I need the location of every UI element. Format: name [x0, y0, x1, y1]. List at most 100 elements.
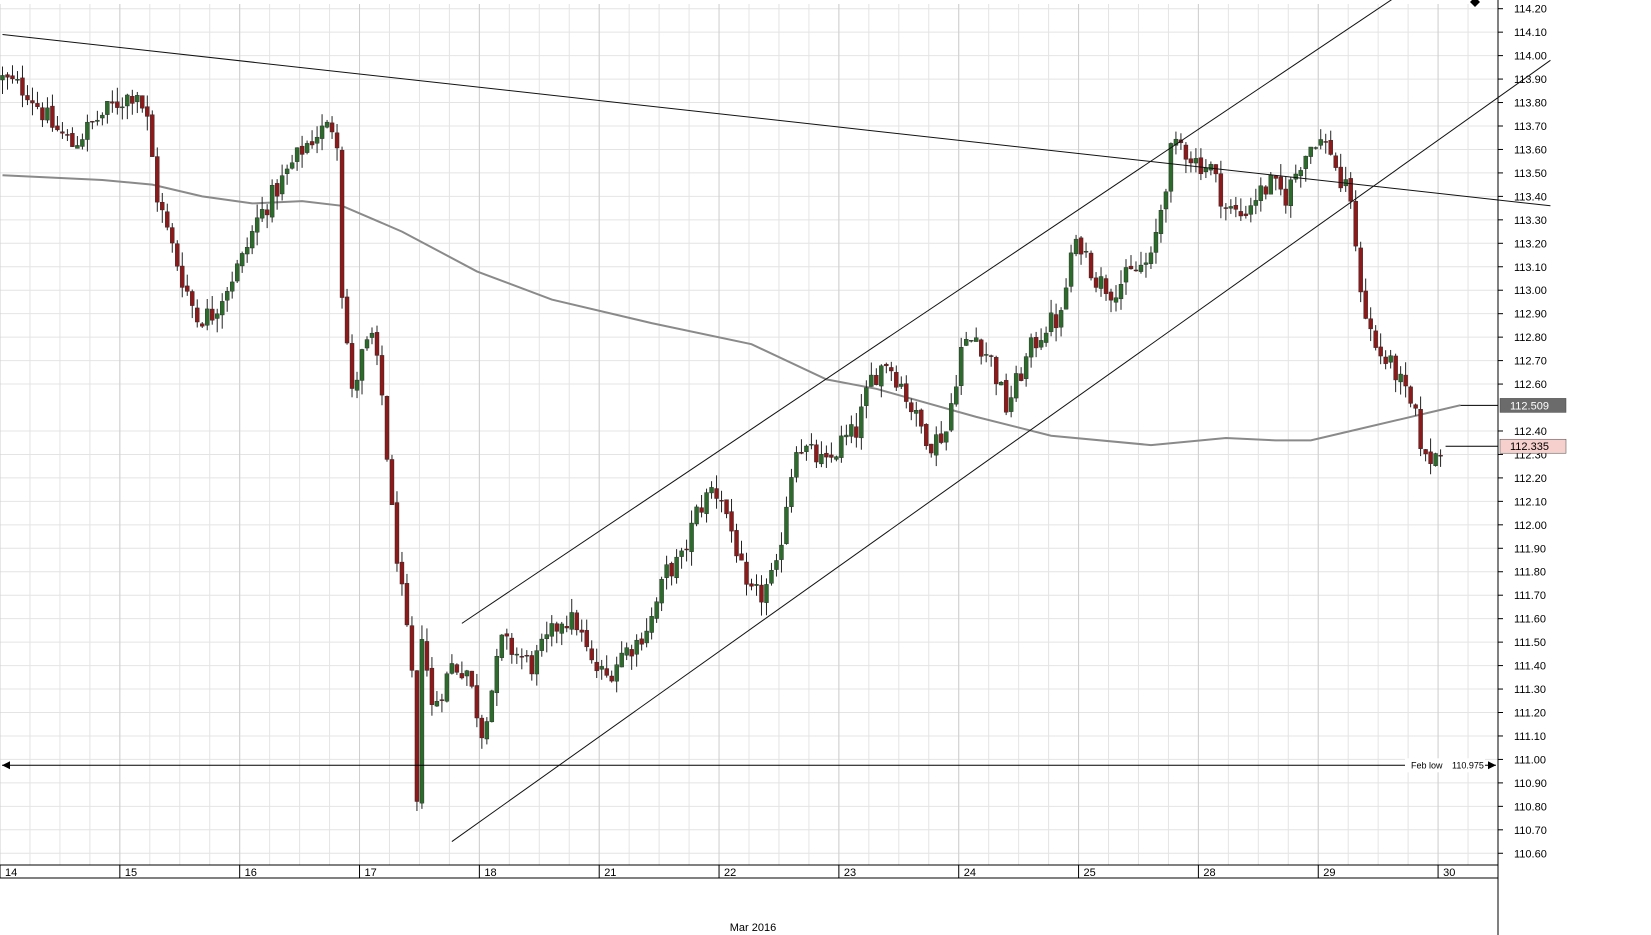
candle-bull	[569, 612, 574, 630]
candle-bull	[983, 354, 989, 356]
candle-bear	[929, 443, 934, 454]
candle-bear	[1263, 186, 1269, 195]
candle-bear	[904, 383, 909, 402]
candle-bear	[744, 561, 749, 585]
candle-bull	[844, 434, 849, 438]
candle-bear	[884, 363, 889, 367]
candle-bull	[794, 452, 799, 478]
candle-bear	[714, 488, 719, 499]
candle-bull	[1163, 191, 1169, 210]
candle-bull	[559, 623, 564, 634]
candle-bear	[389, 459, 395, 506]
candle-bear	[384, 396, 390, 460]
candle-bear	[1333, 155, 1338, 168]
candle-bear	[894, 372, 899, 388]
candle-bull	[789, 477, 794, 507]
y-tick-label: 112.10	[1514, 496, 1547, 508]
nav-diamond-icon	[1470, 0, 1480, 7]
candle-bull	[859, 406, 864, 439]
candle-bear	[409, 625, 415, 671]
y-tick-label: 111.80	[1514, 567, 1546, 579]
candle-bull	[624, 647, 629, 656]
candle-bull	[694, 506, 699, 525]
candle-bull	[1123, 267, 1129, 283]
candle-bear	[639, 638, 644, 645]
candle-bull	[1193, 158, 1199, 164]
candle-bear	[264, 209, 270, 216]
candle-bear	[90, 121, 95, 123]
candle-bull	[135, 95, 140, 102]
candle-bull	[279, 175, 285, 195]
candle-bear	[30, 100, 35, 104]
candle-bear	[1278, 176, 1283, 190]
y-tick-label: 113.90	[1514, 74, 1547, 86]
candle-bear	[1428, 451, 1433, 464]
y-tick-label: 113.50	[1514, 168, 1547, 180]
candle-bear	[669, 562, 674, 577]
candle-bull	[0, 75, 5, 81]
candle-bull	[125, 94, 130, 107]
trendlines	[2, 0, 1551, 842]
candle-bull	[879, 365, 884, 387]
candle-bear	[724, 499, 729, 515]
candle-bear	[1218, 173, 1224, 207]
y-tick-label: 113.70	[1514, 121, 1547, 133]
candle-bull	[549, 623, 554, 637]
candle-bull	[364, 339, 370, 349]
candle-bull	[1138, 264, 1144, 272]
candle-bull	[1258, 185, 1264, 201]
candle-bear	[993, 357, 999, 385]
candle-bear	[165, 211, 170, 228]
x-date-label: 29	[1323, 867, 1335, 879]
y-tick-label: 112.00	[1514, 520, 1547, 532]
arrow-left-icon	[2, 761, 10, 770]
x-date-label: 22	[724, 867, 736, 879]
y-tick-label: 114.10	[1514, 27, 1547, 39]
candle-bear	[1383, 356, 1388, 364]
candle-bull	[1388, 355, 1393, 363]
y-tick-label: 113.80	[1514, 98, 1547, 110]
candle-bear	[589, 648, 594, 661]
candle-bear	[799, 452, 804, 454]
candle-bull	[949, 403, 954, 431]
candle-bear	[160, 201, 165, 211]
y-tick-label: 111.10	[1514, 731, 1546, 743]
candle-bear	[274, 183, 280, 197]
arrow-right-icon	[1488, 761, 1496, 770]
candle-bear	[749, 583, 754, 587]
candle-bull	[1058, 310, 1064, 328]
candle-bear	[155, 156, 160, 203]
candle-bull	[1008, 397, 1014, 412]
candle-bear	[729, 511, 734, 532]
candle-bear	[469, 670, 475, 687]
candle-bear	[25, 95, 30, 101]
candle-bull	[914, 410, 919, 414]
candle-bull	[215, 313, 220, 319]
candle-bear	[429, 667, 435, 705]
trendline-channel-upper	[461, 0, 1393, 624]
candle-bear	[824, 452, 829, 458]
candle-bear	[1348, 178, 1353, 202]
y-tick-label: 111.00	[1514, 754, 1546, 766]
x-axis-month-label: Mar 2016	[730, 922, 776, 934]
candle-bull	[484, 721, 490, 740]
candle-bull	[369, 332, 375, 338]
y-tick-label: 112.20	[1514, 473, 1547, 485]
candle-bull	[998, 381, 1004, 386]
candle-bull	[664, 564, 669, 578]
y-tick-label: 114.00	[1514, 51, 1547, 63]
candle-bull	[80, 139, 85, 147]
candle-bull	[654, 601, 659, 619]
candle-bear	[739, 553, 744, 561]
candle-bull	[834, 456, 839, 460]
candle-bull	[1253, 200, 1259, 206]
candle-bull	[899, 383, 904, 387]
candle-bear	[564, 626, 569, 629]
candle-bull	[1168, 143, 1174, 192]
candle-bear	[210, 308, 215, 321]
candle-bull	[1298, 170, 1303, 177]
candle-bull	[434, 701, 440, 707]
x-date-label: 17	[365, 867, 377, 879]
candle-bear	[1408, 386, 1413, 404]
feb-low-value: 110.975	[1452, 760, 1484, 770]
